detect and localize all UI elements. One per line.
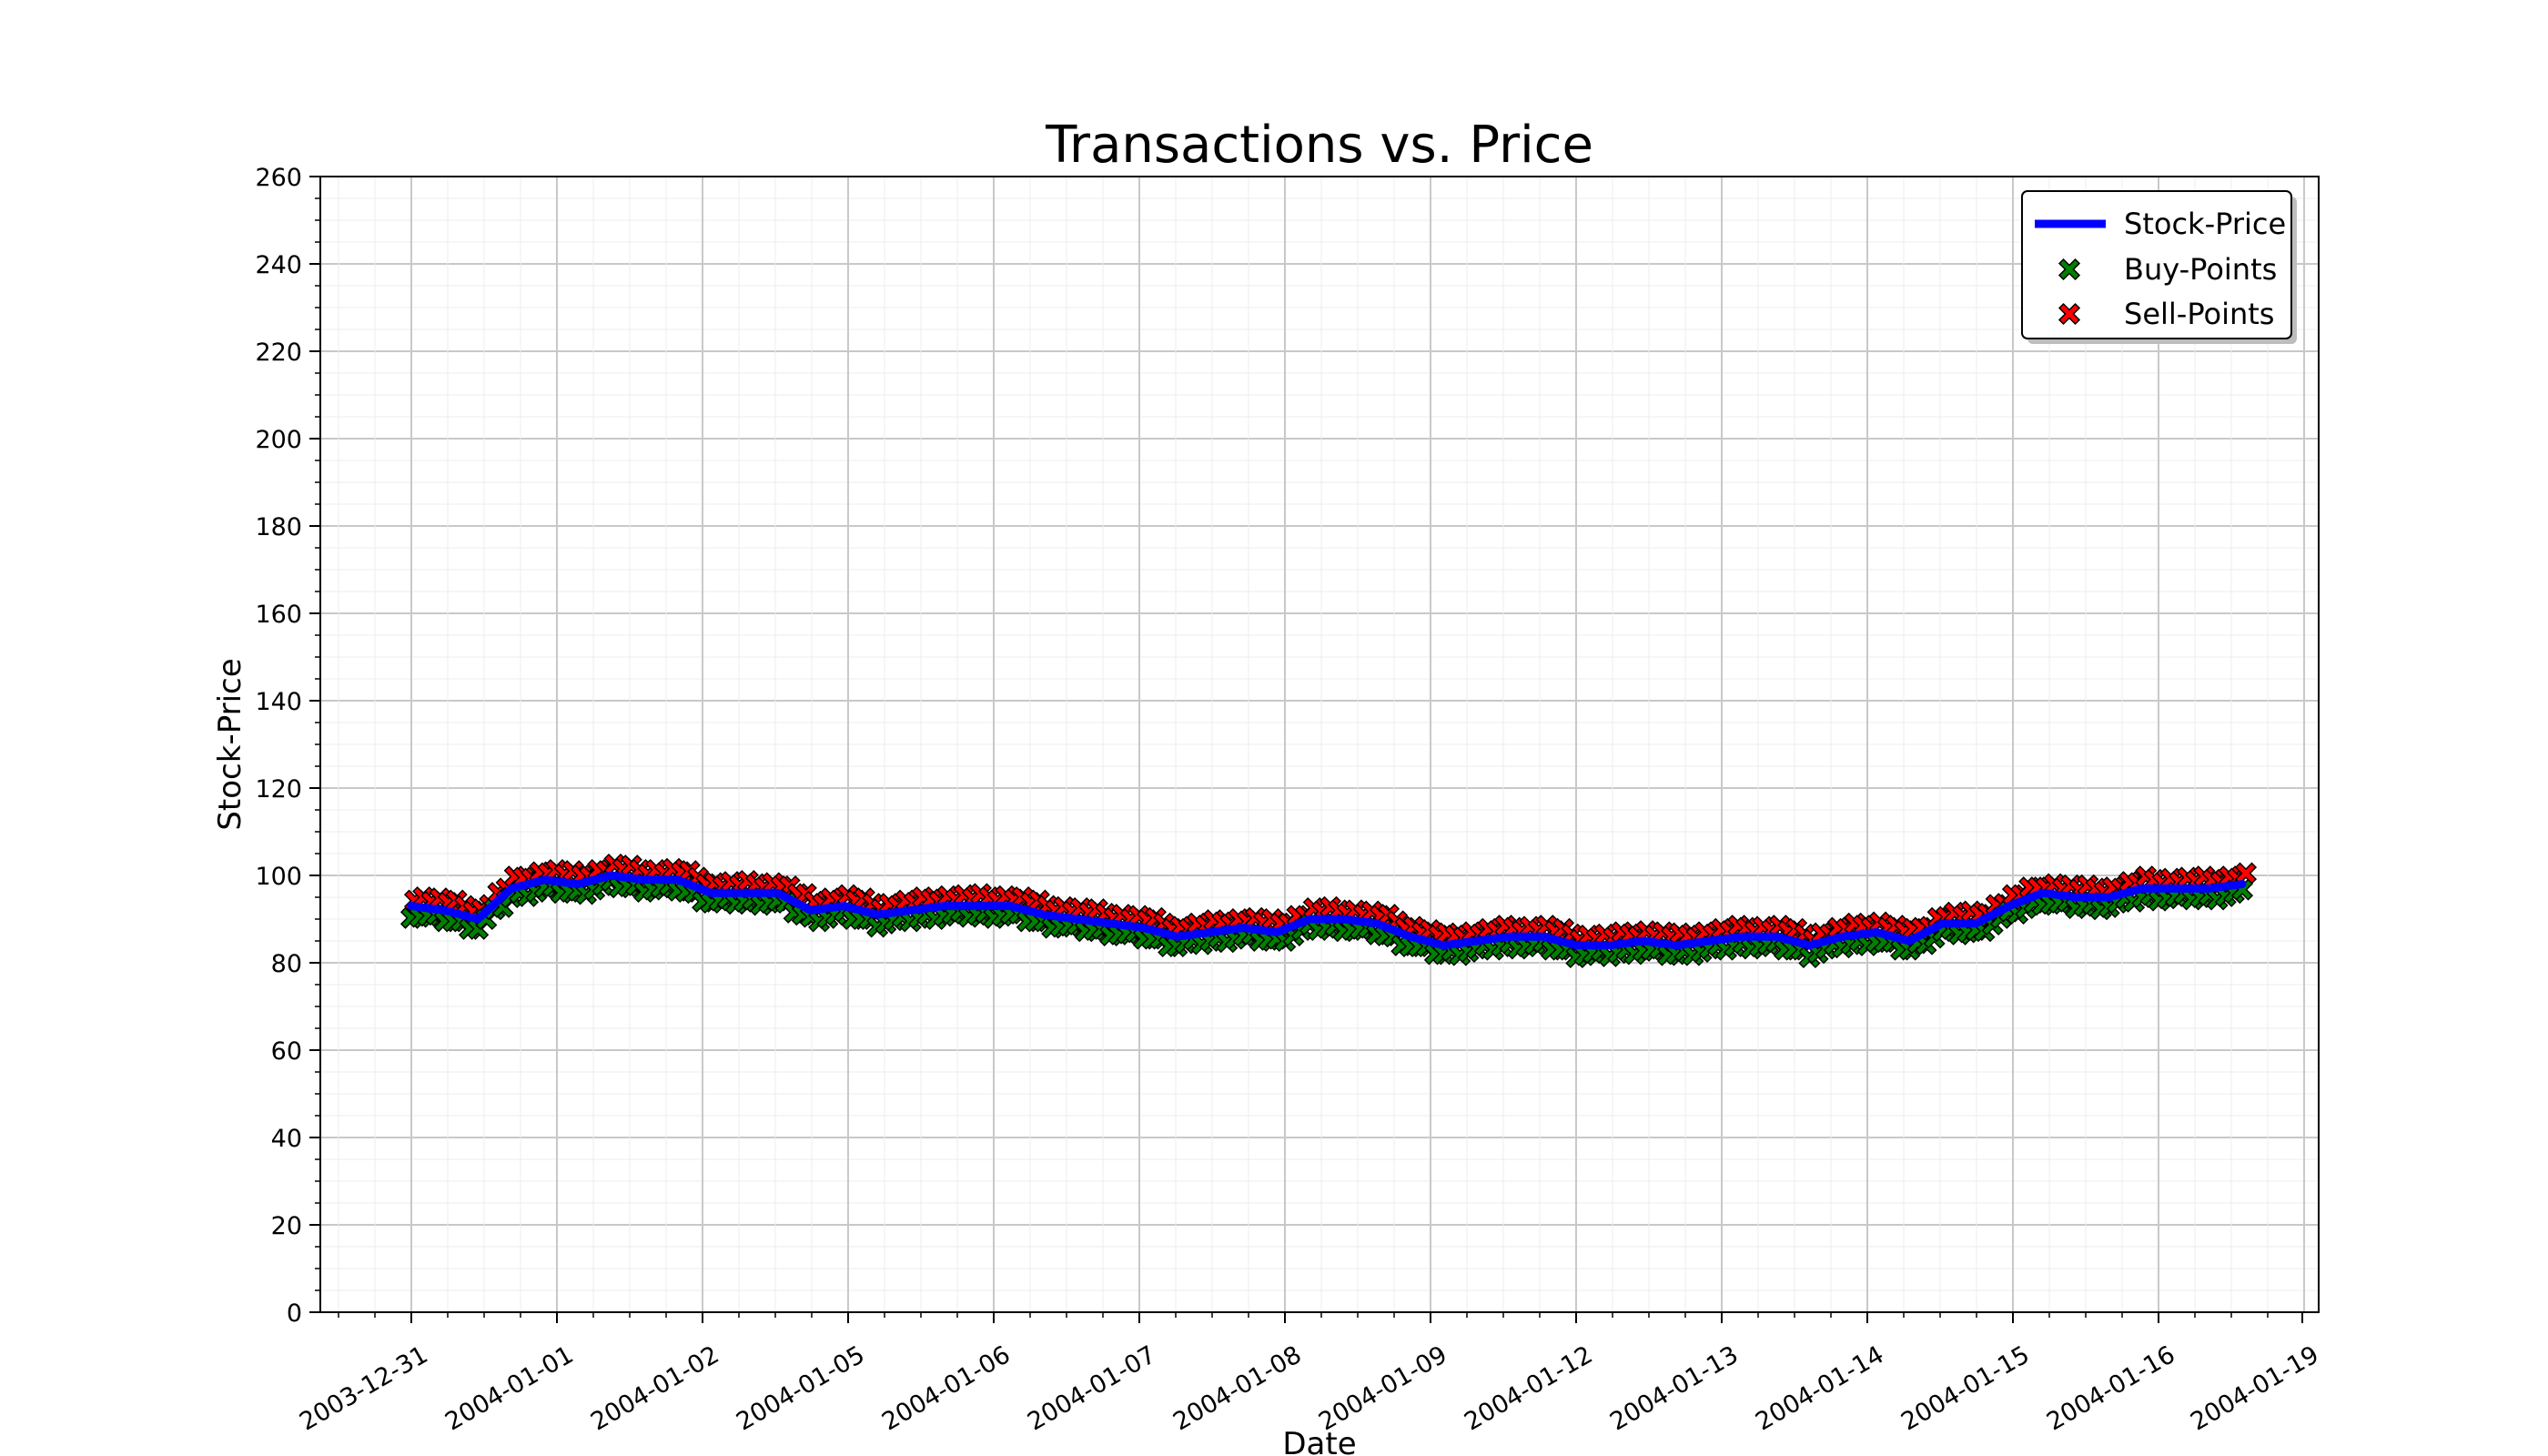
legend-buy-swatch [2058,258,2081,281]
x-tick-label: 2004-01-16 [2042,1340,2179,1436]
x-tick-label: 2003-12-31 [295,1340,432,1436]
price-series [407,871,2247,950]
y-tick-label: 140 [255,688,302,716]
legend-label: Buy-Points [2124,252,2277,287]
x-tick-label: 2004-01-06 [877,1340,1015,1436]
y-tick-label: 0 [287,1299,302,1328]
y-axis-label: Stock-Price [212,658,248,830]
y-axis: 0 20 40 60 80 100 120 140 160 180 200 220 240 260 [255,164,320,1328]
x-tick-label: 2004-01-05 [732,1340,869,1436]
y-tick-label: 100 [255,863,302,891]
y-tick-label: 160 [255,601,302,629]
x-tick-label: 2004-01-02 [586,1340,723,1436]
x-tick-label: 2004-01-13 [1605,1340,1743,1436]
y-tick-label: 260 [255,164,302,192]
x-tick-label: 2004-01-09 [1314,1340,1451,1436]
x-tick-label: 2004-01-07 [1023,1340,1160,1436]
legend-label: Stock-Price [2124,207,2286,241]
grid [320,176,2319,1313]
x-tick-label: 2004-01-19 [2186,1340,2323,1436]
y-tick-label: 180 [255,513,302,541]
x-axis-label: Date [1282,1426,1356,1456]
x-tick-label: 2004-01-14 [1751,1340,1888,1436]
price-line [407,871,2247,950]
x-tick-label: 2004-01-15 [1896,1340,2034,1436]
x-tick-label: 2004-01-12 [1460,1340,1597,1436]
y-tick-label: 120 [255,775,302,804]
legend-sell-swatch [2058,302,2081,326]
x-axis: 2003-12-31 2004-01-01 2004-01-02 2004-01-05… [295,1312,2324,1437]
y-tick-label: 240 [255,251,302,279]
y-tick-label: 40 [271,1125,302,1153]
legend-label: Sell-Points [2124,297,2274,331]
legend: Stock-Price Buy-Points Sell-Points [2021,190,2297,344]
x-tick-label: 2004-01-01 [440,1340,578,1436]
y-tick-label: 220 [255,339,302,367]
y-tick-label: 20 [271,1212,302,1240]
chart-title: Transactions vs. Price [1045,116,1593,175]
y-tick-label: 80 [271,950,302,978]
y-tick-label: 200 [255,426,302,454]
x-tick-label: 2004-01-08 [1168,1340,1306,1436]
y-tick-label: 60 [271,1037,302,1066]
